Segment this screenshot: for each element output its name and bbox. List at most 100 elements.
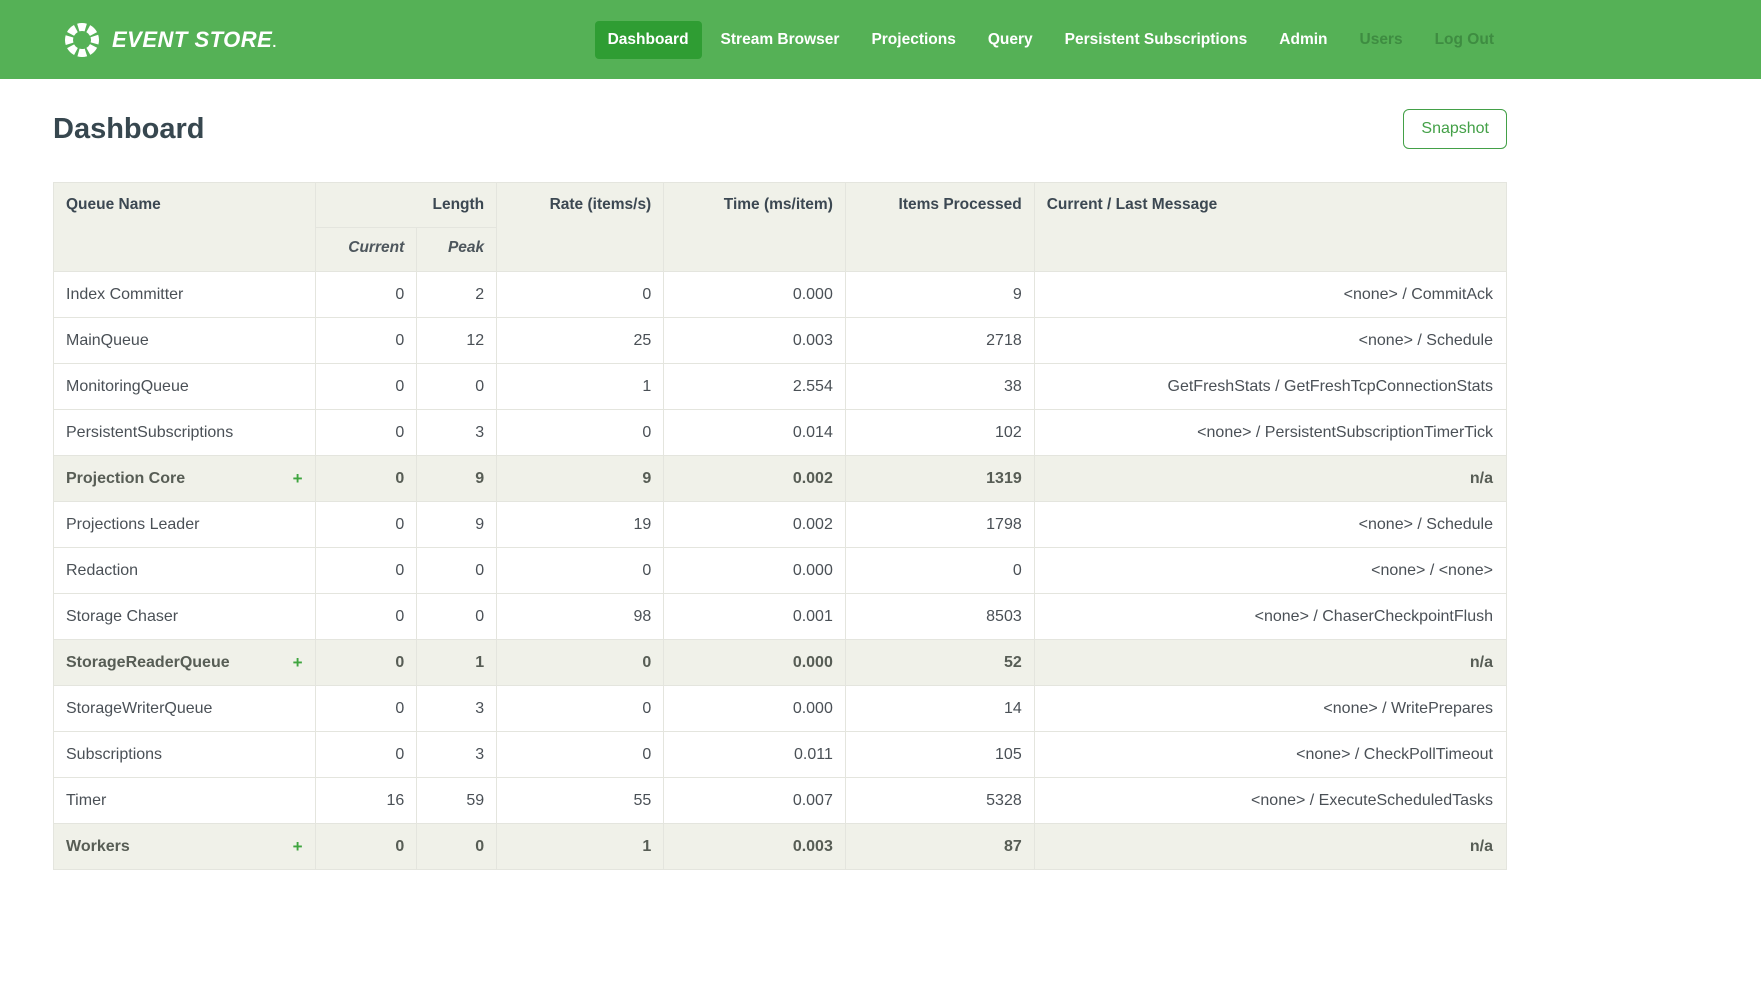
message-value: <none> / CommitAck <box>1033 271 1508 318</box>
length-peak-value: 2 <box>416 271 498 318</box>
items-processed-value: 105 <box>844 731 1035 778</box>
queue-name-label: StorageReaderQueue <box>66 653 230 671</box>
table-row-group: StorageReaderQueue + 0 1 0 0.000 52 n/a <box>53 639 1508 686</box>
page-title: Dashboard <box>53 112 205 145</box>
items-processed-value: 38 <box>844 363 1035 410</box>
message-value: <none> / WritePrepares <box>1033 685 1508 732</box>
queue-name-label: StorageWriterQueue <box>66 699 213 717</box>
queue-name-label: Index Committer <box>66 285 184 303</box>
rate-value: 1 <box>496 363 665 410</box>
table-row: MonitoringQueue 0 0 1 2.554 38 GetFreshS… <box>53 363 1508 410</box>
items-processed-value: 1798 <box>844 501 1035 548</box>
nav-item-log-out[interactable]: Log Out <box>1434 30 1494 48</box>
length-current-value: 0 <box>314 639 418 686</box>
nav-item-dashboard[interactable]: Dashboard <box>594 20 702 59</box>
time-value: 0.007 <box>663 777 846 824</box>
length-current-value: 0 <box>314 685 418 732</box>
rate-value: 55 <box>496 777 665 824</box>
length-peak-value: 0 <box>416 363 498 410</box>
length-peak-value: 0 <box>416 547 498 594</box>
nav-item-persistent-subscriptions[interactable]: Persistent Subscriptions <box>1064 30 1248 48</box>
length-current-value: 0 <box>314 593 418 640</box>
time-value: 0.002 <box>663 501 846 548</box>
items-processed-value: 2718 <box>844 317 1035 364</box>
time-value: 0.000 <box>663 639 846 686</box>
queue-name-label: MainQueue <box>66 331 149 349</box>
length-peak-value: 12 <box>416 317 498 364</box>
nav-item-stream-browser[interactable]: Stream Browser <box>720 30 840 48</box>
rate-value: 1 <box>496 823 665 870</box>
rate-value: 9 <box>496 455 665 502</box>
brand-name: EVENT STORE. <box>112 26 277 52</box>
table-row: Timer 16 59 55 0.007 5328 <none> / Execu… <box>53 777 1508 824</box>
length-peak-value: 1 <box>416 639 498 686</box>
brand-trademark-dot: . <box>272 33 277 50</box>
table-row: Index Committer 0 2 0 0.000 9 <none> / C… <box>53 271 1508 318</box>
col-header-current: Current <box>314 227 418 272</box>
time-value: 2.554 <box>663 363 846 410</box>
expand-plus-icon[interactable]: + <box>292 837 303 856</box>
queue-name-label: Subscriptions <box>66 745 163 763</box>
message-value: <none> / PersistentSubscriptionTimerTick <box>1033 409 1508 456</box>
items-processed-value: 5328 <box>844 777 1035 824</box>
col-header-message: Current / Last Message <box>1033 182 1508 272</box>
items-processed-value: 14 <box>844 685 1035 732</box>
col-header-items-processed: Items Processed <box>844 182 1035 272</box>
table-row: Redaction 0 0 0 0.000 0 <none> / <none> <box>53 547 1508 594</box>
items-processed-value: 8503 <box>844 593 1035 640</box>
expand-plus-icon[interactable]: + <box>292 653 303 672</box>
table-row-group: Projection Core + 0 9 9 0.002 1319 n/a <box>53 455 1508 502</box>
length-peak-value: 59 <box>416 777 498 824</box>
items-processed-value: 102 <box>844 409 1035 456</box>
queues-table-body: Index Committer 0 2 0 0.000 9 <none> / C… <box>53 271 1508 870</box>
length-peak-value: 3 <box>416 685 498 732</box>
rate-value: 98 <box>496 593 665 640</box>
length-current-value: 0 <box>314 455 418 502</box>
length-peak-value: 9 <box>416 501 498 548</box>
queue-name-label: Workers <box>66 837 130 855</box>
nav-item-query[interactable]: Query <box>987 30 1033 48</box>
time-value: 0.000 <box>663 547 846 594</box>
time-value: 0.000 <box>663 685 846 732</box>
length-current-value: 0 <box>314 547 418 594</box>
table-row: PersistentSubscriptions 0 3 0 0.014 102 … <box>53 409 1508 456</box>
message-value: n/a <box>1033 823 1508 870</box>
message-value: <none> / ChaserCheckpointFlush <box>1033 593 1508 640</box>
top-navbar: EVENT STORE. Dashboard Stream Browser Proj… <box>0 0 1761 79</box>
rate-value: 25 <box>496 317 665 364</box>
length-peak-value: 3 <box>416 409 498 456</box>
time-value: 0.011 <box>663 731 846 778</box>
event-store-brand[interactable]: EVENT STORE. <box>62 20 277 60</box>
rate-value: 0 <box>496 409 665 456</box>
length-current-value: 0 <box>314 731 418 778</box>
queue-name-label: Projections Leader <box>66 515 200 533</box>
length-current-value: 0 <box>314 271 418 318</box>
length-current-value: 0 <box>314 823 418 870</box>
expand-plus-icon[interactable]: + <box>292 469 303 488</box>
nav-item-projections[interactable]: Projections <box>871 30 956 48</box>
rate-value: 0 <box>496 731 665 778</box>
nav-item-users[interactable]: Users <box>1359 30 1403 48</box>
length-peak-value: 0 <box>416 593 498 640</box>
time-value: 0.002 <box>663 455 846 502</box>
items-processed-value: 9 <box>844 271 1035 318</box>
time-value: 0.014 <box>663 409 846 456</box>
queues-table-header: Queue Name Length Rate (items/s) Time (m… <box>53 182 1508 272</box>
length-peak-value: 9 <box>416 455 498 502</box>
message-value: <none> / ExecuteScheduledTasks <box>1033 777 1508 824</box>
length-current-value: 0 <box>314 409 418 456</box>
length-current-value: 16 <box>314 777 418 824</box>
length-current-value: 0 <box>314 317 418 364</box>
message-value: GetFreshStats / GetFreshTcpConnectionSta… <box>1033 363 1508 410</box>
rate-value: 0 <box>496 685 665 732</box>
length-peak-value: 0 <box>416 823 498 870</box>
main-nav: Dashboard Stream Browser Projections Query P… <box>594 20 1507 59</box>
time-value: 0.000 <box>663 271 846 318</box>
table-row: MainQueue 0 12 25 0.003 2718 <none> / Sc… <box>53 317 1508 364</box>
message-value: <none> / CheckPollTimeout <box>1033 731 1508 778</box>
snapshot-button[interactable]: Snapshot <box>1403 109 1507 149</box>
nav-item-admin[interactable]: Admin <box>1279 30 1328 48</box>
col-header-time: Time (ms/item) <box>663 182 846 272</box>
queue-name-label: PersistentSubscriptions <box>66 423 234 441</box>
items-processed-value: 87 <box>844 823 1035 870</box>
